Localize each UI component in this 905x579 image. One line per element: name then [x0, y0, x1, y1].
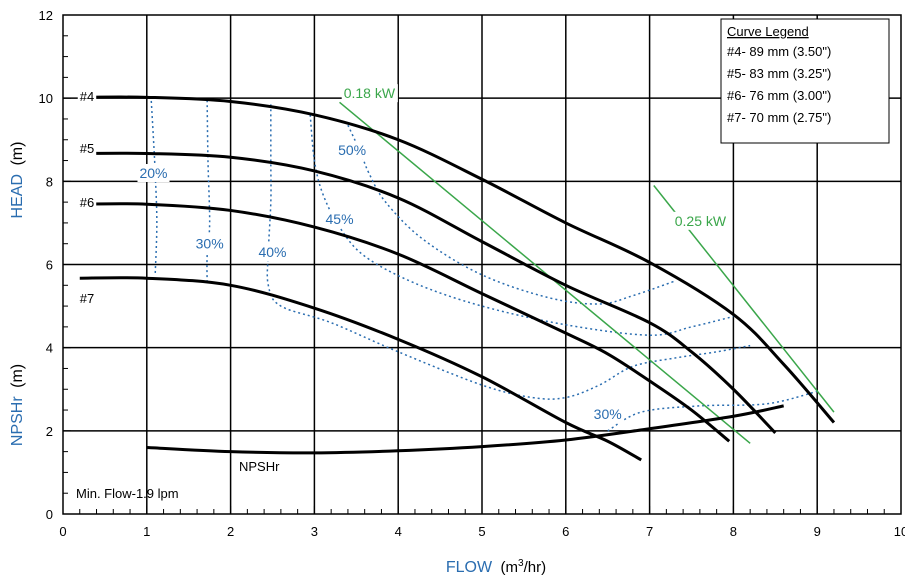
curve-label-5-bg: [77, 140, 97, 158]
head-curve-4: [79, 95, 836, 424]
power-lines: [339, 101, 835, 444]
legend-entry-6: #6- 76 mm (3.00"): [727, 88, 831, 103]
head-curve-5: [79, 151, 777, 434]
y-tick-label-2: 2: [46, 424, 53, 439]
legend-box: [720, 18, 890, 144]
x-tick-label-9: 9: [814, 524, 821, 539]
y-tick-label-0: 0: [46, 507, 53, 522]
curve-label-6: #6: [77, 194, 97, 212]
efficiency-curve-5: [607, 390, 818, 432]
power-label-1-bg: [672, 211, 729, 230]
y-tick-label-10: 10: [39, 91, 53, 106]
legend-entry-5: #5- 83 mm (3.25"): [727, 66, 831, 81]
x-tick-label-6: 6: [562, 524, 569, 539]
npshr-label-bg: [236, 458, 283, 476]
efficiency-curve-4: [347, 124, 675, 305]
y-tick-label-12: 12: [39, 8, 53, 23]
x-axis-title-unit-post: /hr): [524, 559, 547, 576]
min-flow-annotation: Min. Flow-1.9 lpm: [76, 486, 179, 501]
curve-label-7: #7: [77, 289, 97, 307]
x-axis-title: FLOW (m3/hr): [446, 558, 546, 576]
legend-title: Curve Legend: [727, 24, 809, 39]
efficiency-label-1: 30%: [193, 234, 226, 253]
chart-labels: 20% 30% 40% 45% 50% 30% 0.18 kW 0.25 kW #4 #5 #6 #7…: [77, 84, 729, 476]
legend-entry-4: #4- 89 mm (3.50"): [727, 44, 831, 59]
curve-label-7-text: #7: [80, 291, 94, 306]
curve-label-6-bg: [77, 194, 97, 212]
npshr-label-text: NPSHr: [239, 459, 280, 474]
y-tick-label-6: 6: [46, 258, 53, 273]
legend: Curve Legend #4- 89 mm (3.50") #5- 83 mm…: [720, 18, 890, 144]
efficiency-label-3-text: 45%: [326, 211, 354, 227]
x-tick-label-5: 5: [478, 524, 485, 539]
x-tick-label-4: 4: [395, 524, 402, 539]
efficiency-curve-1: [206, 100, 211, 282]
efficiency-label-0-bg: [137, 164, 170, 183]
efficiency-curve-3: [309, 114, 734, 336]
efficiency-curve-0: [150, 96, 158, 275]
efficiency-label-1-bg: [193, 234, 226, 253]
efficiency-label-5: 30%: [591, 405, 624, 424]
x-tick-label-0: 0: [59, 524, 66, 539]
x-tick-label-7: 7: [646, 524, 653, 539]
legend-entry-7: #7- 70 mm (2.75"): [727, 110, 831, 125]
y-tick-label-8: 8: [46, 174, 53, 189]
curve-label-4: #4: [77, 88, 97, 106]
efficiency-label-1-text: 30%: [196, 236, 224, 252]
power-label-0: 0.18 kW: [341, 84, 398, 103]
power-line-0: [339, 101, 751, 444]
x-axis-title-unit-sup: 3: [518, 558, 524, 569]
power-label-0-text: 0.18 kW: [344, 85, 396, 101]
y-axis-title-head-unit: (m): [9, 142, 26, 166]
power-label-1-text: 0.25 kW: [675, 213, 727, 229]
power-label-0-bg: [341, 84, 398, 103]
y-axis-title-npshr: NPSHr (m): [9, 364, 26, 446]
npshr-label: NPSHr: [236, 458, 283, 476]
efficiency-label-0: 20%: [137, 164, 170, 183]
efficiency-label-2: 40%: [256, 243, 289, 262]
efficiency-label-4-bg: [336, 141, 369, 160]
efficiency-label-3-bg: [323, 209, 356, 228]
npshr-curve: [146, 404, 784, 455]
efficiency-label-2-text: 40%: [258, 244, 286, 260]
curve-label-5: #5: [77, 140, 97, 158]
head-curves: [79, 95, 836, 462]
power-label-1: 0.25 kW: [672, 211, 729, 230]
efficiency-label-0-text: 20%: [139, 165, 167, 181]
x-tick-label-1: 1: [143, 524, 150, 539]
y-tick-label-4: 4: [46, 341, 53, 356]
y-axis-title-head: HEAD (m): [9, 142, 26, 219]
efficiency-curves: [150, 96, 818, 432]
curve-label-4-bg: [77, 88, 97, 106]
efficiency-label-4-text: 50%: [338, 142, 366, 158]
efficiency-label-5-bg: [591, 405, 624, 424]
x-tick-label-2: 2: [227, 524, 234, 539]
curve-label-7-bg: [77, 289, 97, 307]
head-curve-6: [79, 202, 731, 443]
curve-label-6-text: #6: [80, 195, 94, 210]
y-axis-title-npshr-main: NPSHr: [9, 396, 26, 446]
efficiency-label-5-text: 30%: [594, 406, 622, 422]
efficiency-curve-2: [266, 104, 751, 400]
x-tick-label-3: 3: [311, 524, 318, 539]
x-axis-title-main: FLOW: [446, 559, 493, 576]
y-axis-title-head-main: HEAD: [9, 174, 26, 218]
efficiency-label-3: 45%: [323, 209, 356, 228]
y-axis-title-npshr-unit: (m): [9, 364, 26, 388]
head-curve-7: [79, 276, 642, 462]
x-tick-label-8: 8: [730, 524, 737, 539]
x-tick-label-10: 10: [894, 524, 905, 539]
efficiency-label-4: 50%: [336, 141, 369, 160]
efficiency-label-2-bg: [256, 243, 289, 262]
x-axis-title-unit-pre: (m: [501, 559, 519, 576]
plot-frame: [62, 14, 902, 515]
curve-label-5-text: #5: [80, 141, 94, 156]
curve-label-4-text: #4: [80, 89, 94, 104]
